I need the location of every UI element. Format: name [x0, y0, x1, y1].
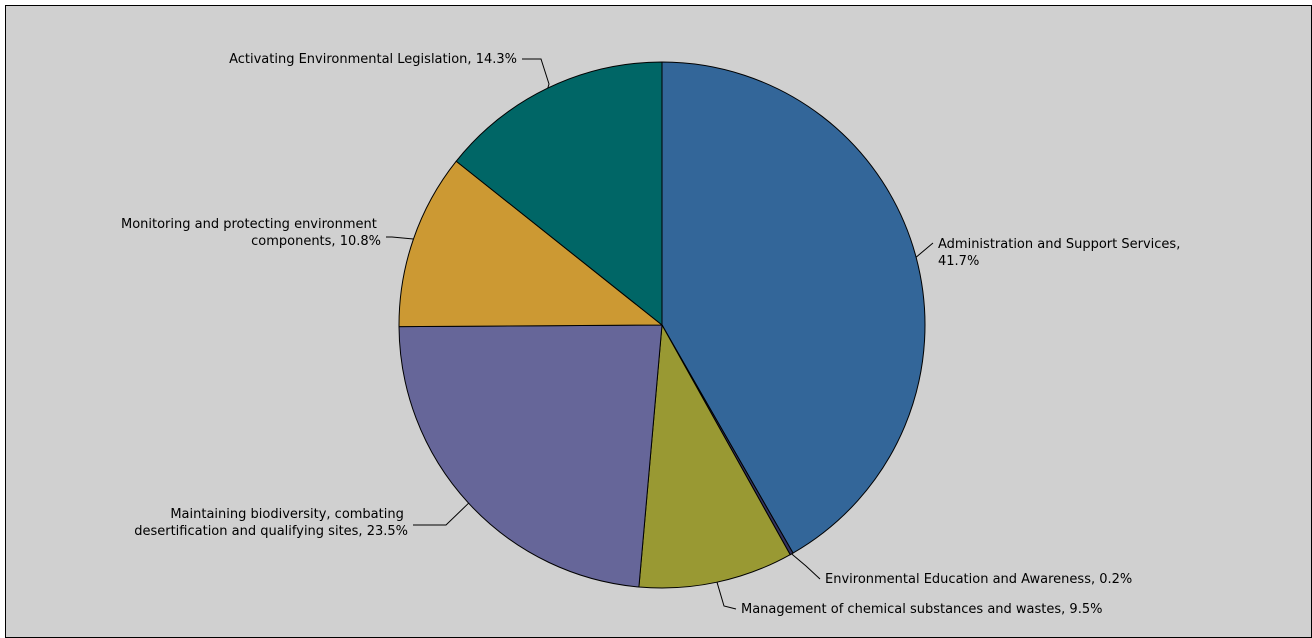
pie-slices [398, 61, 926, 589]
slice-label-monitoring: Monitoring and protecting environment co… [121, 217, 381, 249]
leader-line-legislation [522, 58, 550, 89]
leader-line-education [791, 553, 821, 580]
slice-label-legislation: Activating Environmental Legislation, 14… [229, 52, 517, 67]
slice-label-administration: Administration and Support Services, 41.… [938, 237, 1184, 269]
pie-slice-chemicals [638, 323, 791, 589]
slice-label-biodiversity: Maintaining biodiversity, combating dese… [134, 507, 408, 539]
pie-slice-administration [661, 61, 926, 554]
leader-line-monitoring [386, 236, 414, 240]
slice-label-education: Environmental Education and Awareness, 0… [825, 572, 1132, 587]
slice-label-chemicals: Management of chemical substances and wa… [741, 602, 1102, 617]
chart-panel: Administration and Support Services, 41.… [5, 5, 1312, 638]
leader-line-administration [915, 242, 934, 258]
leader-line-biodiversity [413, 502, 469, 526]
pie-slice-legislation [455, 61, 663, 327]
pie-slice-monitoring [398, 160, 664, 328]
pie-slice-biodiversity [398, 324, 663, 588]
slice-labels: Administration and Support Services, 41.… [121, 52, 1184, 617]
pie-chart: Administration and Support Services, 41.… [121, 52, 1184, 617]
leader-lines [386, 58, 934, 610]
leader-line-chemicals [716, 582, 737, 610]
